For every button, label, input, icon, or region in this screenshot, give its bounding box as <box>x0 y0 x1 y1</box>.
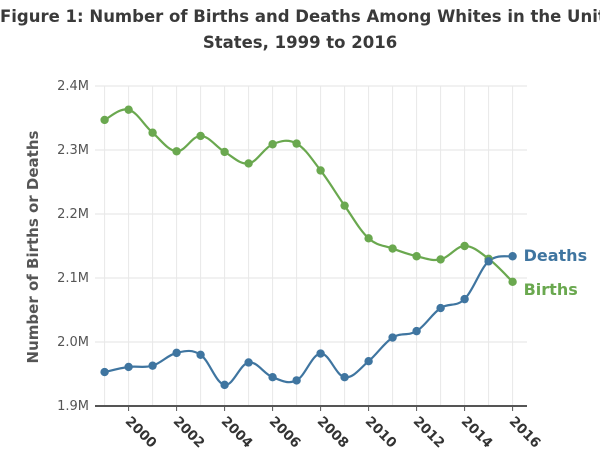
births-point <box>292 139 301 148</box>
births-point <box>460 241 469 251</box>
chart-title: Figure 1: Number of Births and Deaths Am… <box>0 4 600 56</box>
deaths-point <box>292 376 301 385</box>
y-tick-label: 2.1M <box>57 271 89 286</box>
y-tick-label: 2.4M <box>57 79 89 94</box>
y-tick-label: 2.3M <box>57 143 89 158</box>
births-point <box>364 234 373 243</box>
deaths-point <box>244 358 253 367</box>
births-point <box>412 252 421 261</box>
chart-title-line-2: States, 1999 to 2016 <box>202 33 398 52</box>
x-tick-label: 2016 <box>506 414 544 452</box>
deaths-point <box>124 362 133 372</box>
deaths-point <box>388 333 397 342</box>
deaths-point <box>484 257 493 266</box>
x-tick-label: 2000 <box>122 414 160 452</box>
deaths-point <box>196 350 205 359</box>
x-tick-label: 2012 <box>410 414 448 452</box>
deaths-point <box>268 373 277 382</box>
tick-labels: 1.9M 2.0M 2.1M 2.2M 2.3M 2.4M 2000 2002 2004 2006… <box>57 79 544 451</box>
y-tick-label: 2.2M <box>57 207 89 222</box>
deaths-point <box>508 252 517 261</box>
series-points <box>100 105 517 390</box>
chart-title-line-1: Figure 1: Number of Births and Deaths Am… <box>0 7 600 26</box>
births-point <box>100 115 109 125</box>
births-point <box>316 166 325 175</box>
births-point <box>268 140 277 149</box>
series-labels: Births Deaths <box>524 246 588 299</box>
births-point <box>220 147 229 157</box>
series-lines <box>104 108 514 386</box>
x-tick-label: 2008 <box>314 414 352 452</box>
births-point <box>196 131 205 141</box>
births-point <box>244 159 253 168</box>
births-line <box>104 108 514 283</box>
deaths-point <box>172 348 181 358</box>
births-series-label: Births <box>524 280 578 299</box>
deaths-point <box>316 349 325 358</box>
deaths-point <box>460 294 469 304</box>
deaths-point <box>436 303 445 313</box>
deaths-point <box>148 361 157 370</box>
deaths-point <box>340 373 349 382</box>
axes <box>95 405 527 411</box>
births-point <box>124 105 133 114</box>
deaths-line <box>104 255 513 386</box>
births-point <box>172 147 181 156</box>
x-tick-label: 2002 <box>170 414 208 452</box>
y-tick-label: 2.0M <box>57 335 89 350</box>
deaths-series-label: Deaths <box>524 246 588 265</box>
x-tick-label: 2006 <box>266 414 304 452</box>
births-point <box>340 201 349 210</box>
births-point <box>388 244 397 253</box>
x-tick-label: 2010 <box>362 414 400 452</box>
births-point <box>436 255 445 264</box>
y-axis-title: Number of Births or Deaths <box>24 130 42 363</box>
births-point <box>508 277 517 287</box>
x-tick-label: 2014 <box>458 414 496 452</box>
y-tick-label: 1.9M <box>57 399 89 414</box>
deaths-point <box>100 367 109 377</box>
deaths-point <box>220 380 229 390</box>
deaths-point <box>364 357 373 366</box>
births-point <box>148 128 157 137</box>
x-tick-label: 2004 <box>218 414 256 452</box>
deaths-point <box>412 326 421 336</box>
